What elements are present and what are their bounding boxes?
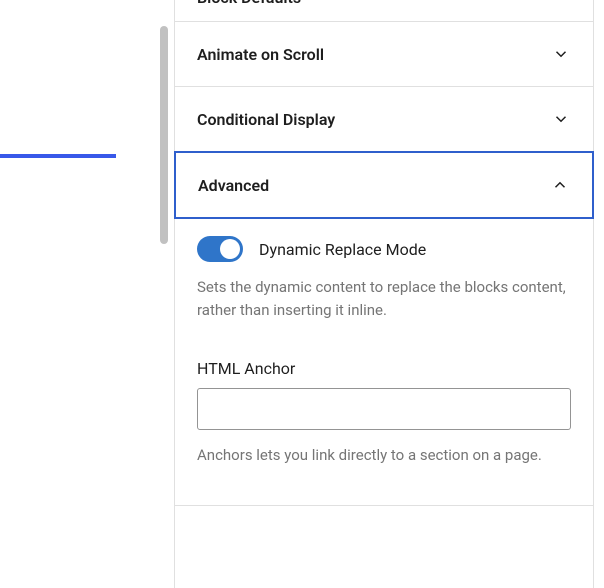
dynamic-replace-toggle[interactable] (197, 236, 243, 262)
accordion-header-advanced[interactable]: Advanced (174, 151, 594, 219)
accordion-content-advanced: Dynamic Replace Mode Sets the dynamic co… (175, 218, 593, 467)
accordion-title-animate: Animate on Scroll (197, 45, 324, 64)
accordion-header-conditional[interactable]: Conditional Display (175, 87, 593, 151)
html-anchor-label: HTML Anchor (197, 359, 571, 378)
chevron-down-icon (551, 109, 571, 129)
accordion-title-advanced: Advanced (198, 176, 269, 195)
accordion-title-conditional: Conditional Display (197, 110, 335, 129)
accordion-title-partial: Block Defaults (197, 0, 301, 7)
sidebar-scrollbar[interactable] (594, 0, 602, 588)
chevron-up-icon (550, 175, 570, 195)
accordion-header-animate[interactable]: Animate on Scroll (175, 22, 593, 86)
accordion-item-advanced: Advanced Dynamic Replace Mode Sets the d… (175, 151, 593, 506)
toggle-knob (220, 239, 240, 259)
dynamic-replace-help: Sets the dynamic content to replace the … (197, 276, 571, 321)
editor-scrollbar[interactable] (160, 0, 168, 250)
editor-selection-line (0, 154, 116, 158)
editor-scrollbar-thumb[interactable] (160, 26, 168, 244)
chevron-down-icon (551, 44, 571, 64)
dynamic-replace-label: Dynamic Replace Mode (259, 240, 426, 259)
block-settings-sidebar: Block Defaults Animate on Scroll Conditi… (174, 0, 594, 588)
html-anchor-input[interactable] (197, 388, 571, 430)
dynamic-replace-row: Dynamic Replace Mode (197, 236, 571, 262)
html-anchor-help: Anchors lets you link directly to a sect… (197, 444, 571, 467)
accordion-item-conditional: Conditional Display (175, 87, 593, 152)
accordion-item-animate: Animate on Scroll (175, 22, 593, 87)
accordion-item-partial: Block Defaults (175, 0, 593, 22)
